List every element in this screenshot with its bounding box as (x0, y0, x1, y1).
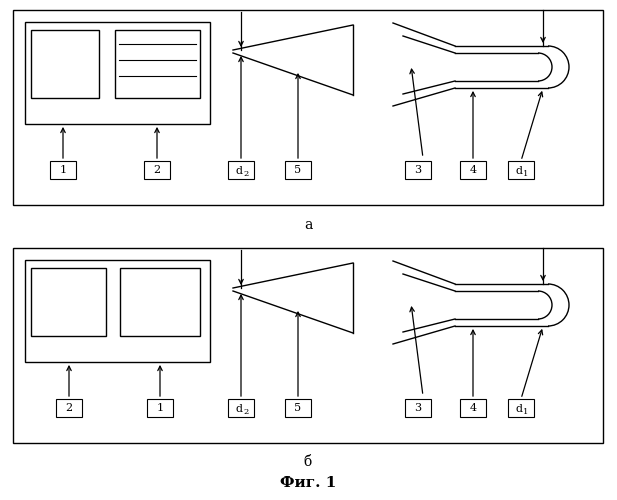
Text: 2: 2 (154, 165, 160, 175)
Bar (147, 399, 173, 417)
Text: 2: 2 (243, 170, 249, 178)
Text: 3: 3 (415, 403, 421, 413)
Text: 4: 4 (470, 403, 476, 413)
Bar (56, 399, 82, 417)
Text: 1: 1 (59, 165, 67, 175)
Text: Фиг. 1: Фиг. 1 (280, 476, 336, 490)
Bar (228, 399, 254, 417)
Bar (50, 161, 76, 179)
Text: d: d (236, 166, 242, 176)
Text: d: d (515, 404, 523, 414)
Bar (405, 161, 431, 179)
Bar (31, 30, 99, 98)
Text: б: б (304, 455, 312, 469)
Text: 5: 5 (294, 403, 302, 413)
Bar (13, 10, 603, 205)
Bar (120, 268, 200, 336)
Bar (508, 161, 534, 179)
Bar (228, 161, 254, 179)
Bar (285, 399, 311, 417)
Bar (25, 22, 210, 124)
Bar (144, 161, 170, 179)
Bar (13, 248, 603, 443)
Text: 2: 2 (65, 403, 73, 413)
Text: 4: 4 (470, 165, 476, 175)
Text: a: a (304, 218, 312, 232)
Bar (285, 161, 311, 179)
Text: 5: 5 (294, 165, 302, 175)
Text: 1: 1 (523, 170, 529, 178)
Text: 1: 1 (157, 403, 164, 413)
Bar (31, 268, 106, 336)
Text: d: d (236, 404, 242, 414)
Bar (508, 399, 534, 417)
Bar (460, 161, 486, 179)
Bar (405, 399, 431, 417)
Bar (115, 30, 200, 98)
Bar (25, 260, 210, 362)
Text: d: d (515, 166, 523, 176)
Text: 1: 1 (523, 408, 529, 416)
Text: 3: 3 (415, 165, 421, 175)
Text: 2: 2 (243, 408, 249, 416)
Bar (460, 399, 486, 417)
